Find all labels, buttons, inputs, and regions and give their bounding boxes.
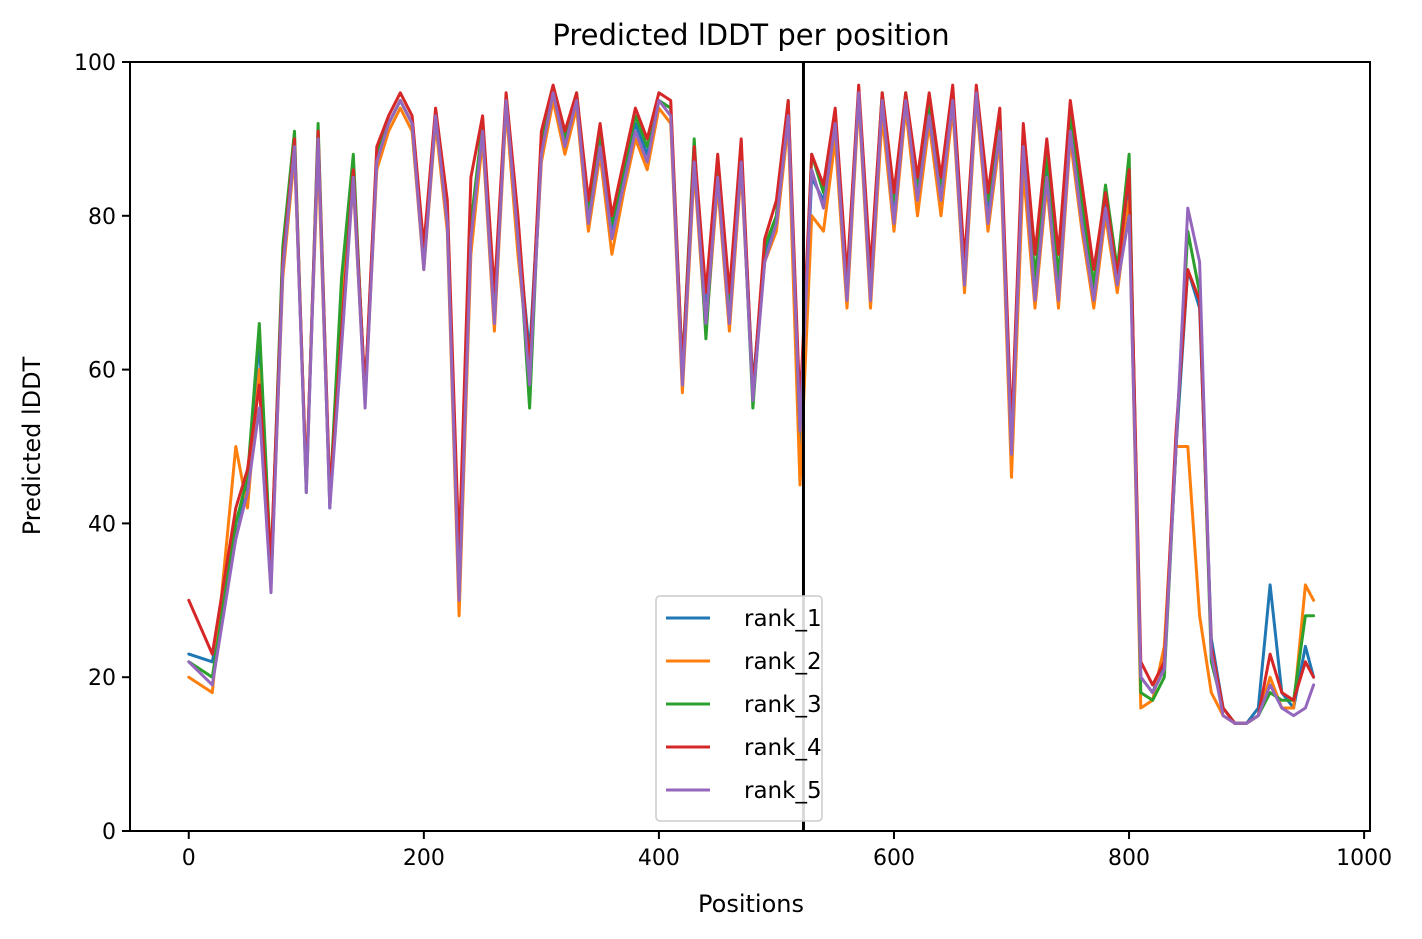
y-tick-label: 80: [88, 205, 116, 230]
x-tick-label: 200: [403, 846, 445, 871]
plot-frame: [129, 61, 1371, 832]
plot-area: 0 200 400 600 800 1000 0 20 40 60 80 100: [74, 51, 1392, 871]
y-axis-label: Predicted lDDT: [18, 356, 46, 535]
legend-label-rank_2: rank_2: [744, 649, 822, 675]
x-axis-label: Positions: [698, 890, 804, 918]
legend-label-rank_4: rank_4: [744, 735, 822, 761]
chart-title: Predicted lDDT per position: [552, 18, 949, 52]
y-tick-label: 20: [88, 666, 116, 691]
legend-box: [655, 595, 823, 822]
x-tick-label: 1000: [1336, 846, 1392, 871]
x-tick-label: 0: [182, 846, 196, 871]
x-tick-label: 400: [638, 846, 680, 871]
legend: rank_1 rank_2 rank_3 rank_4 rank_5: [655, 595, 823, 822]
legend-label-rank_1: rank_1: [744, 606, 822, 632]
y-tick-label: 40: [88, 512, 116, 537]
y-tick-label: 100: [74, 51, 116, 76]
x-tick-label: 600: [873, 846, 915, 871]
legend-label-rank_3: rank_3: [744, 692, 822, 718]
y-tick-label: 60: [88, 359, 116, 384]
series-line-rank_5: [187, 91, 1316, 725]
x-tick-label: 800: [1108, 846, 1150, 871]
y-tick-label: 0: [102, 820, 116, 845]
legend-label-rank_5: rank_5: [744, 778, 822, 804]
